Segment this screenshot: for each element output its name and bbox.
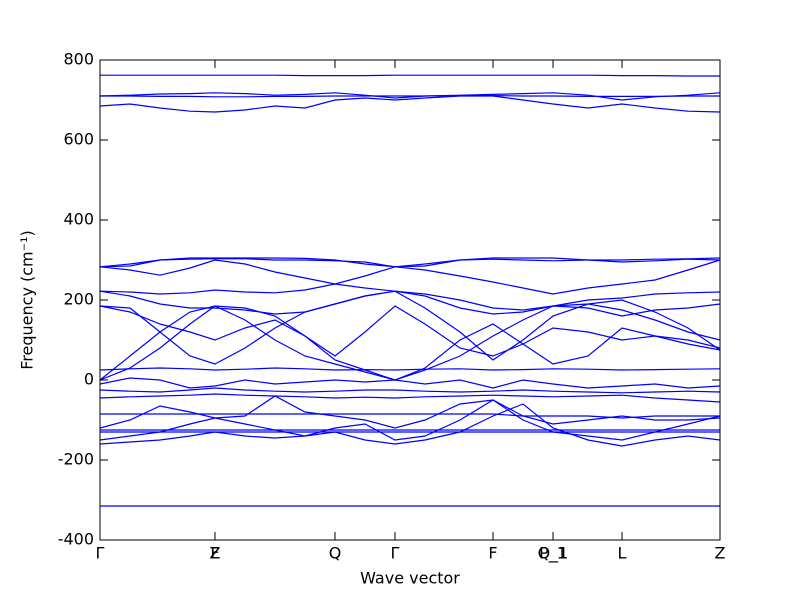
x-tick-label: Z — [715, 544, 726, 563]
x-axis-label: Wave vector — [360, 569, 460, 588]
band-line — [99, 367, 721, 371]
y-tick-label: 400 — [63, 210, 94, 229]
band-line — [99, 257, 721, 268]
x-tick-label: L — [618, 544, 627, 563]
band-line — [100, 74, 720, 77]
x-tick-label: P_1 — [539, 544, 567, 564]
y-tick-label: -200 — [58, 450, 94, 469]
y-tick-label: 800 — [63, 50, 94, 69]
y-tick-label: 200 — [63, 290, 94, 309]
y-axis-label: Frequency (cm⁻¹) — [18, 230, 37, 369]
band-line — [99, 393, 721, 403]
band-line — [99, 377, 721, 389]
x-tick-label: Γ — [391, 544, 400, 563]
x-tick-label: Q_1 — [538, 544, 569, 564]
y-tick-label: 600 — [63, 130, 94, 149]
x-tick-label: F — [210, 544, 219, 563]
x-tick-label: Q — [329, 544, 342, 563]
x-tick-label: F — [488, 544, 497, 563]
band-line — [99, 395, 721, 429]
band-line — [99, 290, 721, 365]
band-line — [99, 92, 721, 101]
band-line — [99, 95, 721, 113]
x-tick-label: Z — [210, 544, 221, 563]
band-line — [99, 399, 721, 441]
band-line — [100, 94, 720, 98]
band-line — [99, 403, 721, 447]
y-tick-label: -400 — [58, 530, 94, 549]
y-tick-label: 0 — [84, 370, 94, 389]
plot-frame — [99, 59, 721, 541]
band-line — [99, 387, 721, 394]
x-tick-label: Γ — [96, 544, 105, 563]
